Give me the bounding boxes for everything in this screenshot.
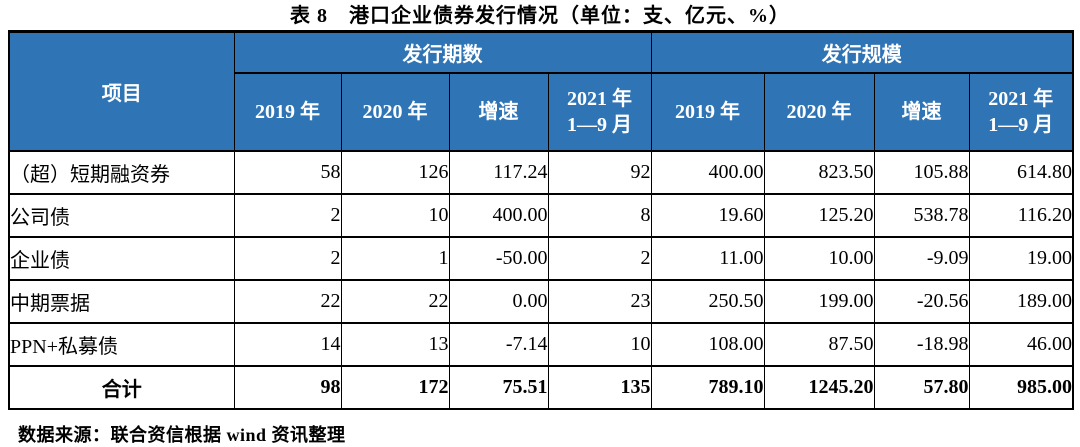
header-sub-row: 2019 年 2020 年 增速 2021 年 1—9 月 2019 年 2020… (9, 71, 1074, 152)
table-cell: -50.00 (448, 235, 549, 281)
table-cell: -20.56 (873, 278, 970, 324)
table-cell: 400.00 (650, 149, 765, 195)
table-cell: 11.00 (650, 235, 765, 281)
table-cell: 10.00 (763, 235, 875, 281)
header-col-label: 2021 年 (988, 87, 1054, 110)
table-body: （超）短期融资券 58 126 117.24 92 400.00 823.50 … (8, 149, 1074, 410)
table-cell: 108.00 (650, 321, 765, 367)
table-cell: 2 (233, 192, 342, 238)
header-col-count-2019: 2019 年 (233, 71, 342, 152)
header-col-scale-2021: 2021 年 1—9 月 (968, 71, 1074, 152)
table-cell: 10 (340, 192, 450, 238)
row-label: 公司债 (8, 192, 235, 238)
table-cell: 58 (233, 149, 342, 195)
header-col-scale-2019: 2019 年 (650, 71, 765, 152)
table-row-short-term-notes: （超）短期融资券 58 126 117.24 92 400.00 823.50 … (8, 149, 1074, 195)
table-cell: 23 (547, 278, 652, 324)
table-cell: 172 (340, 364, 450, 410)
header-col-label: 2020 年 (362, 100, 428, 123)
table-cell: 19.60 (650, 192, 765, 238)
table-cell: 823.50 (763, 149, 875, 195)
table-cell: 199.00 (763, 278, 875, 324)
header-col-count-growth: 增速 (448, 71, 549, 152)
table-cell: 57.80 (873, 364, 970, 410)
table-cell: 250.50 (650, 278, 765, 324)
table-cell: 1 (340, 235, 450, 281)
table-cell: 400.00 (448, 192, 549, 238)
table-row-ppn-private-bond: PPN+私募债 14 13 -7.14 10 108.00 87.50 -18.… (8, 321, 1074, 367)
total-label: 合计 (8, 364, 235, 410)
table-cell: -18.98 (873, 321, 970, 367)
table-cell: 0.00 (448, 278, 549, 324)
table-row-enterprise-bond: 企业债 2 1 -50.00 2 11.00 10.00 -9.09 19.00 (8, 235, 1074, 281)
table-cell: 789.10 (650, 364, 765, 410)
header-group-issue-count: 发行期数 (233, 30, 652, 74)
table-cell: 87.50 (763, 321, 875, 367)
table-cell: 117.24 (448, 149, 549, 195)
row-label: 中期票据 (8, 278, 235, 324)
header-col-label: 增速 (478, 100, 519, 123)
table-cell: 1245.20 (763, 364, 875, 410)
table-cell: 135 (547, 364, 652, 410)
table-cell: 126 (340, 149, 450, 195)
row-label: PPN+私募债 (8, 321, 235, 367)
table-cell: 75.51 (448, 364, 549, 410)
header-col-label: 2019 年 (255, 100, 320, 123)
table-cell: 10 (547, 321, 652, 367)
table-row-total: 合计 98 172 75.51 135 789.10 1245.20 57.80… (8, 364, 1074, 410)
table-cell: -9.09 (873, 235, 970, 281)
table-header: 项目 发行期数 发行规模 2019 年 2020 年 增速 2021 年 1—9 … (8, 30, 1074, 152)
table-cell: 125.20 (763, 192, 875, 238)
table-cell: 92 (547, 149, 652, 195)
header-col-label: 2020 年 (786, 100, 852, 123)
header-group-issue-scale: 发行规模 (650, 30, 1074, 74)
header-col-label: 增速 (901, 100, 942, 123)
header-col-label: 2021 年 (567, 87, 632, 110)
table-cell: 614.80 (968, 149, 1074, 195)
table-cell: 46.00 (968, 321, 1074, 367)
table-cell: 22 (233, 278, 342, 324)
table-cell: 116.20 (968, 192, 1074, 238)
table-cell: 105.88 (873, 149, 970, 195)
table-cell: 985.00 (968, 364, 1074, 410)
header-col-label: 2019 年 (675, 100, 740, 123)
header-col-count-2020: 2020 年 (340, 71, 450, 152)
table-cell: 538.78 (873, 192, 970, 238)
header-col-count-2021: 2021 年 1—9 月 (547, 71, 652, 152)
table-cell: 2 (233, 235, 342, 281)
table-cell: 98 (233, 364, 342, 410)
row-label: （超）短期融资券 (8, 149, 235, 195)
table-cell: 8 (547, 192, 652, 238)
header-col-scale-growth: 增速 (873, 71, 970, 152)
data-source-note: 数据来源：联合资信根据 wind 资讯整理 (18, 424, 346, 445)
header-col-scale-2020: 2020 年 (763, 71, 875, 152)
row-label: 企业债 (8, 235, 235, 281)
table-row-medium-term-notes: 中期票据 22 22 0.00 23 250.50 199.00 -20.56 … (8, 278, 1074, 324)
bond-issuance-table: 项目 发行期数 发行规模 2019 年 2020 年 增速 2021 年 1—9 … (8, 30, 1074, 410)
header-group-row: 项目 发行期数 发行规模 (8, 30, 1074, 152)
table-cell: 14 (233, 321, 342, 367)
table-cell: -7.14 (448, 321, 549, 367)
table-cell: 13 (340, 321, 450, 367)
table-row-corporate-bond: 公司债 2 10 400.00 8 19.60 125.20 538.78 11… (8, 192, 1074, 238)
header-item-column: 项目 (8, 30, 235, 152)
table-cell: 2 (547, 235, 652, 281)
table-cell: 22 (340, 278, 450, 324)
table-cell: 189.00 (968, 278, 1074, 324)
table-cell: 19.00 (968, 235, 1074, 281)
table-title: 表 8 港口企业债券发行情况（单位：支、亿元、%） (290, 5, 790, 27)
